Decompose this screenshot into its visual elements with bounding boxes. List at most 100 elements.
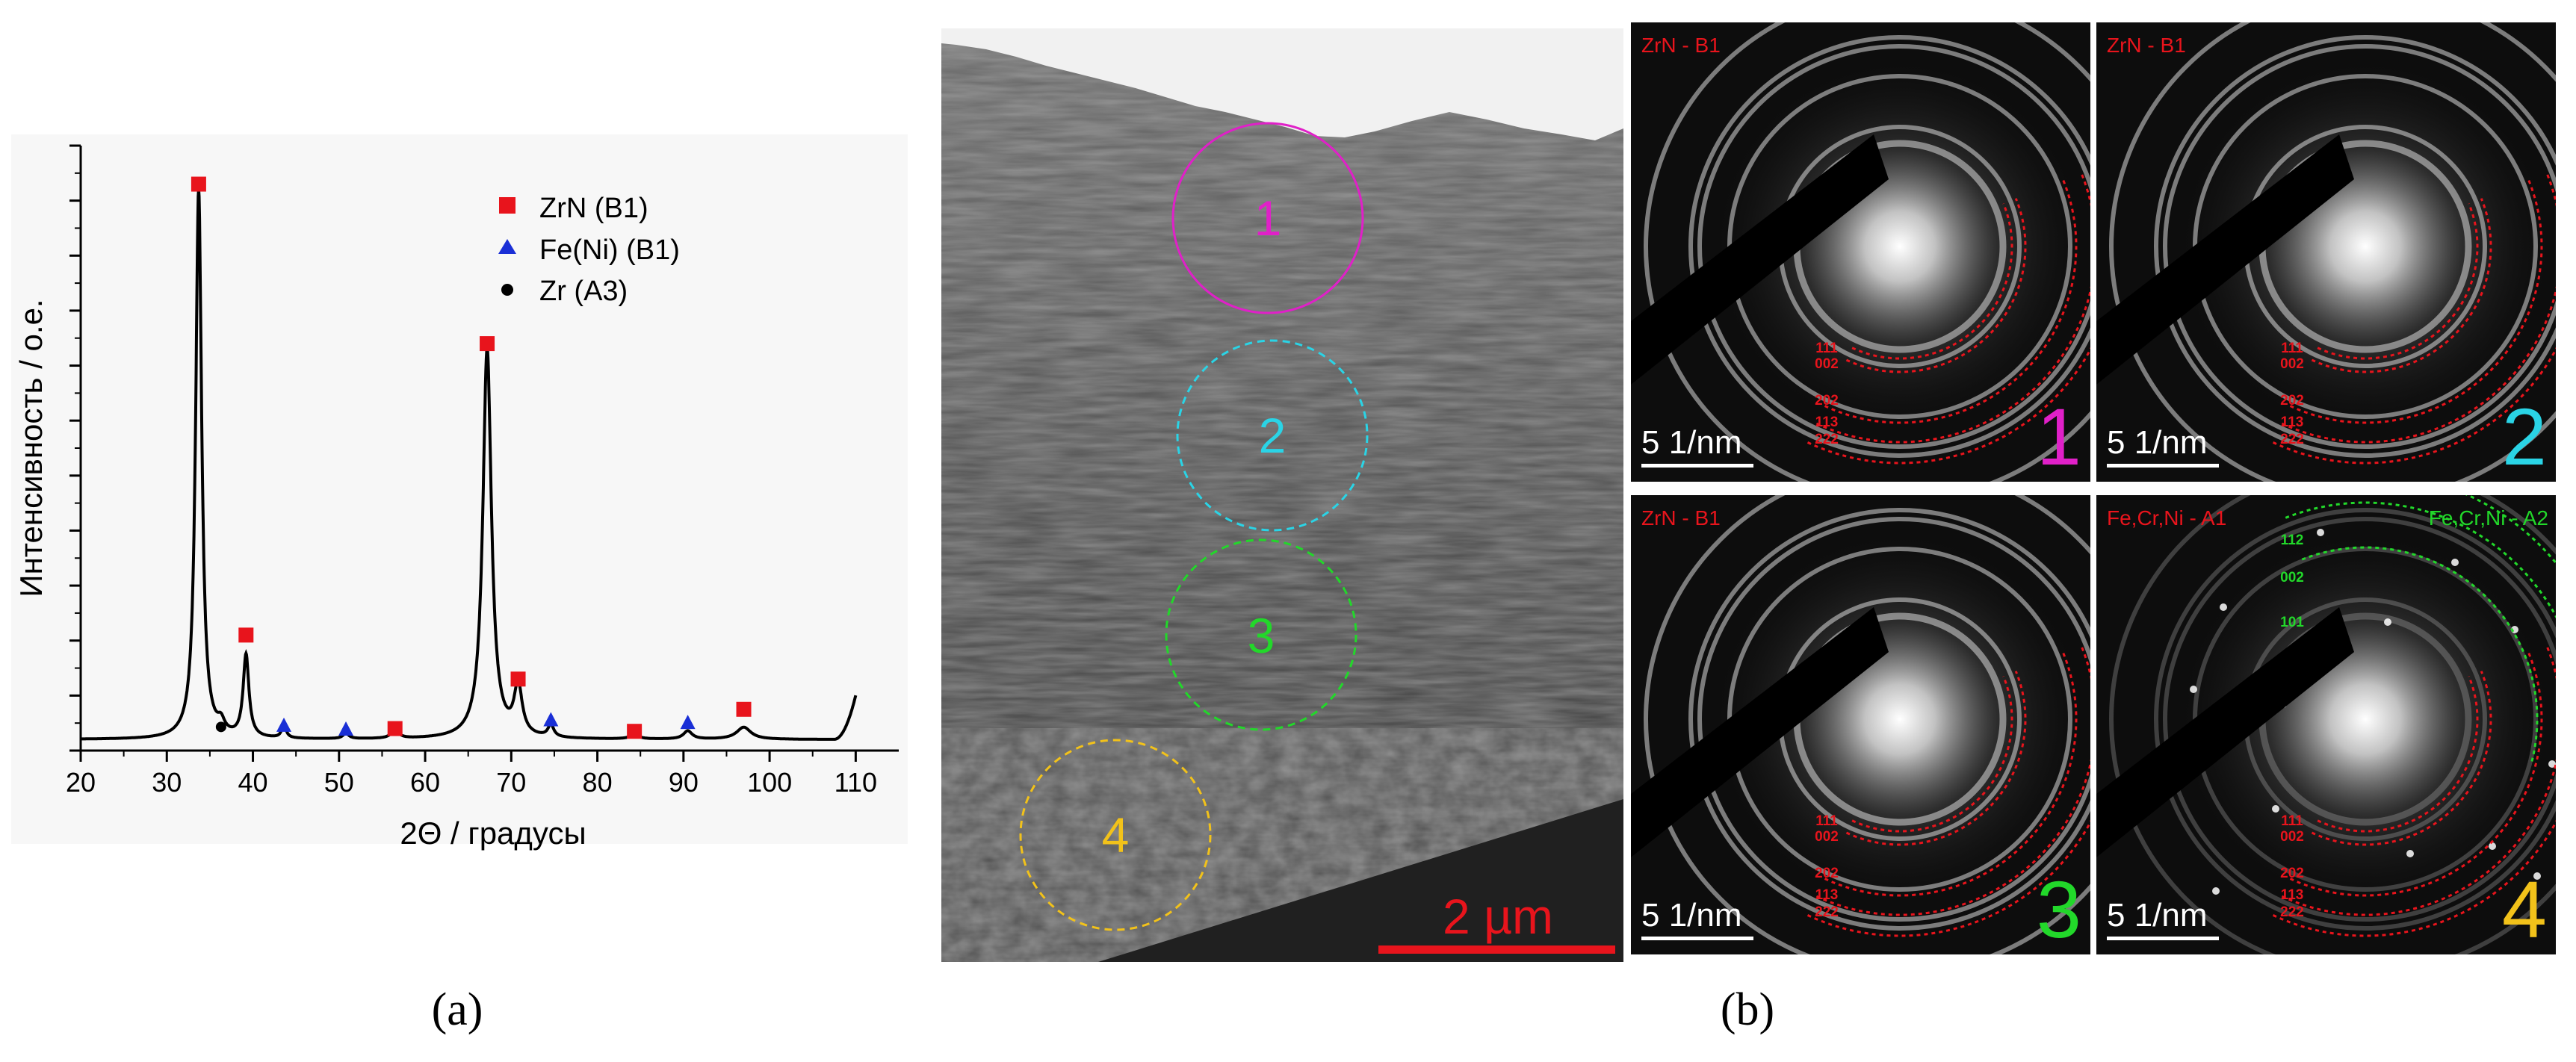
phase-markers (191, 176, 752, 739)
saed-central-glow (2171, 52, 2556, 441)
legend-label-zrn: ZrN (B1) (539, 193, 648, 224)
saed-scale-bar (2107, 937, 2219, 940)
x-tick-label: 60 (410, 767, 440, 798)
x-tick-label: 20 (66, 767, 96, 798)
beam-stop (1631, 607, 1889, 857)
y-axis-ticks (69, 144, 81, 752)
indexed-ring-arc (1815, 171, 2090, 444)
diffraction-ring (2154, 35, 2556, 458)
x-axis-label: 2Θ / градусы (400, 816, 586, 851)
saed-scale-label: 5 1/nm (2107, 897, 2208, 934)
indexed-ring-arc (2281, 171, 2556, 444)
region-label-3: 3 (1248, 608, 1275, 663)
indexed-ring-arc (2289, 178, 2543, 424)
saed-panel-number: 2 (2502, 391, 2547, 482)
x-tick-label: 100 (747, 767, 792, 798)
ring-index-label: 113 (2281, 414, 2304, 430)
saed-phase-label-2: Fe,Cr,Ni - A2 (2429, 506, 2548, 530)
xrd-pattern-line (81, 188, 858, 741)
ring-index-label: 222 (1815, 432, 1839, 447)
ring-index-label: 113 (1815, 414, 1839, 430)
saed-scale-label: 5 1/nm (1641, 424, 1742, 461)
saed-phase-label: ZrN - B1 (1641, 506, 1721, 530)
saed-panel-number: 3 (2037, 864, 2081, 954)
ring-index-label: 111 (1815, 813, 1838, 829)
region-circle-4 (1019, 739, 1212, 931)
indexed-ring-arc (1824, 651, 2078, 897)
diffraction-spot (2451, 559, 2459, 566)
ring-index-label: 202 (2280, 393, 2304, 409)
x-tick-label: 50 (324, 767, 354, 798)
diffraction-ring (2109, 22, 2556, 482)
ring-index-label-a2: 112 (2281, 532, 2304, 548)
zrn-peak-marker (627, 724, 643, 739)
diffraction-ring (2163, 517, 2556, 922)
beam-stop (2096, 134, 2354, 385)
legend-marker-zr (501, 284, 513, 296)
legend-label-zr: Zr (A3) (539, 276, 628, 307)
saed-scale-label: 5 1/nm (1641, 897, 1742, 934)
beam-stop (1631, 134, 1889, 385)
diffraction-spot (2406, 850, 2414, 857)
region-circle-2 (1176, 339, 1369, 532)
x-tick-label: 110 (835, 767, 877, 798)
region-label-2: 2 (1259, 408, 1287, 463)
ring-index-label-a2: 101 (2280, 615, 2304, 630)
ring-index-label: 002 (1815, 829, 1839, 845)
x-tick-label: 90 (669, 767, 699, 798)
diffraction-ring (1688, 508, 2090, 931)
ring-index-label: 002 (2280, 829, 2304, 845)
saed-scale-bar (1641, 464, 1753, 468)
saed-central-glow (2171, 525, 2556, 913)
diffraction-spot (2489, 842, 2496, 850)
zrn-peak-marker (510, 671, 526, 687)
indexed-ring-arc (2289, 651, 2543, 897)
saed-scale-label: 5 1/nm (2107, 424, 2208, 461)
zrn-peak-marker (238, 627, 254, 643)
indexed-ring-arc-a2 (2301, 546, 2539, 763)
ring-index-label: 002 (2280, 356, 2304, 372)
panel-b-label: (b) (1721, 984, 1774, 1035)
zrn-peak-marker (736, 701, 752, 717)
indexed-ring-arc-a2 (2465, 495, 2556, 565)
indexed-ring-arc (2311, 198, 2492, 373)
indexed-ring-arc (2311, 671, 2492, 846)
saed-phase-label: ZrN - B1 (2107, 34, 2186, 57)
saed-central-glow (1706, 52, 2090, 441)
saed-scale-bar (2107, 464, 2219, 468)
ring-index-label: 222 (1815, 904, 1839, 920)
legend: ZrN (B1) Fe(Ni) (B1) Zr (A3) (498, 193, 680, 307)
region-label-1: 1 (1254, 190, 1282, 246)
x-tick-label: 80 (583, 767, 613, 798)
diffraction-ring (1644, 22, 2090, 482)
indexed-ring-arc (1851, 675, 2013, 833)
region-circle-1 (1171, 122, 1364, 314)
beam-stop (2096, 607, 2354, 857)
x-tick-label: 70 (496, 767, 526, 798)
ring-index-label: 202 (1815, 866, 1839, 881)
legend-marker-feni (498, 239, 516, 254)
zrn-peak-marker (191, 176, 206, 192)
saed-phase-label: ZrN - B1 (1641, 34, 1721, 57)
legend-label-feni: Fe(Ni) (B1) (539, 235, 680, 266)
saed-scale-bar (1641, 937, 1753, 940)
ring-index-label: 002 (1815, 356, 1839, 372)
ring-index-label: 113 (1815, 887, 1839, 903)
diffraction-ring (2163, 44, 2556, 449)
indexed-ring-arc (1845, 671, 2027, 846)
indexed-ring-arc (2281, 644, 2556, 916)
diffraction-spot (2317, 529, 2324, 536)
diffraction-ring (2154, 508, 2556, 931)
indexed-ring-arc (1845, 198, 2027, 373)
saed-panel-number: 1 (2037, 391, 2081, 482)
diffraction-ring (1697, 44, 2090, 449)
tem-micrograph: 1 2 3 4 2 µm (941, 28, 1623, 962)
ring-index-label-a2: 002 (2280, 570, 2304, 586)
tem-surface-background (941, 28, 1623, 140)
indexed-ring-arc (2317, 202, 2479, 360)
indexed-ring-arc (1815, 644, 2090, 916)
ring-index-label: 111 (2281, 813, 2303, 829)
diffraction-spot (2220, 603, 2227, 611)
zrn-peak-marker (480, 336, 495, 352)
